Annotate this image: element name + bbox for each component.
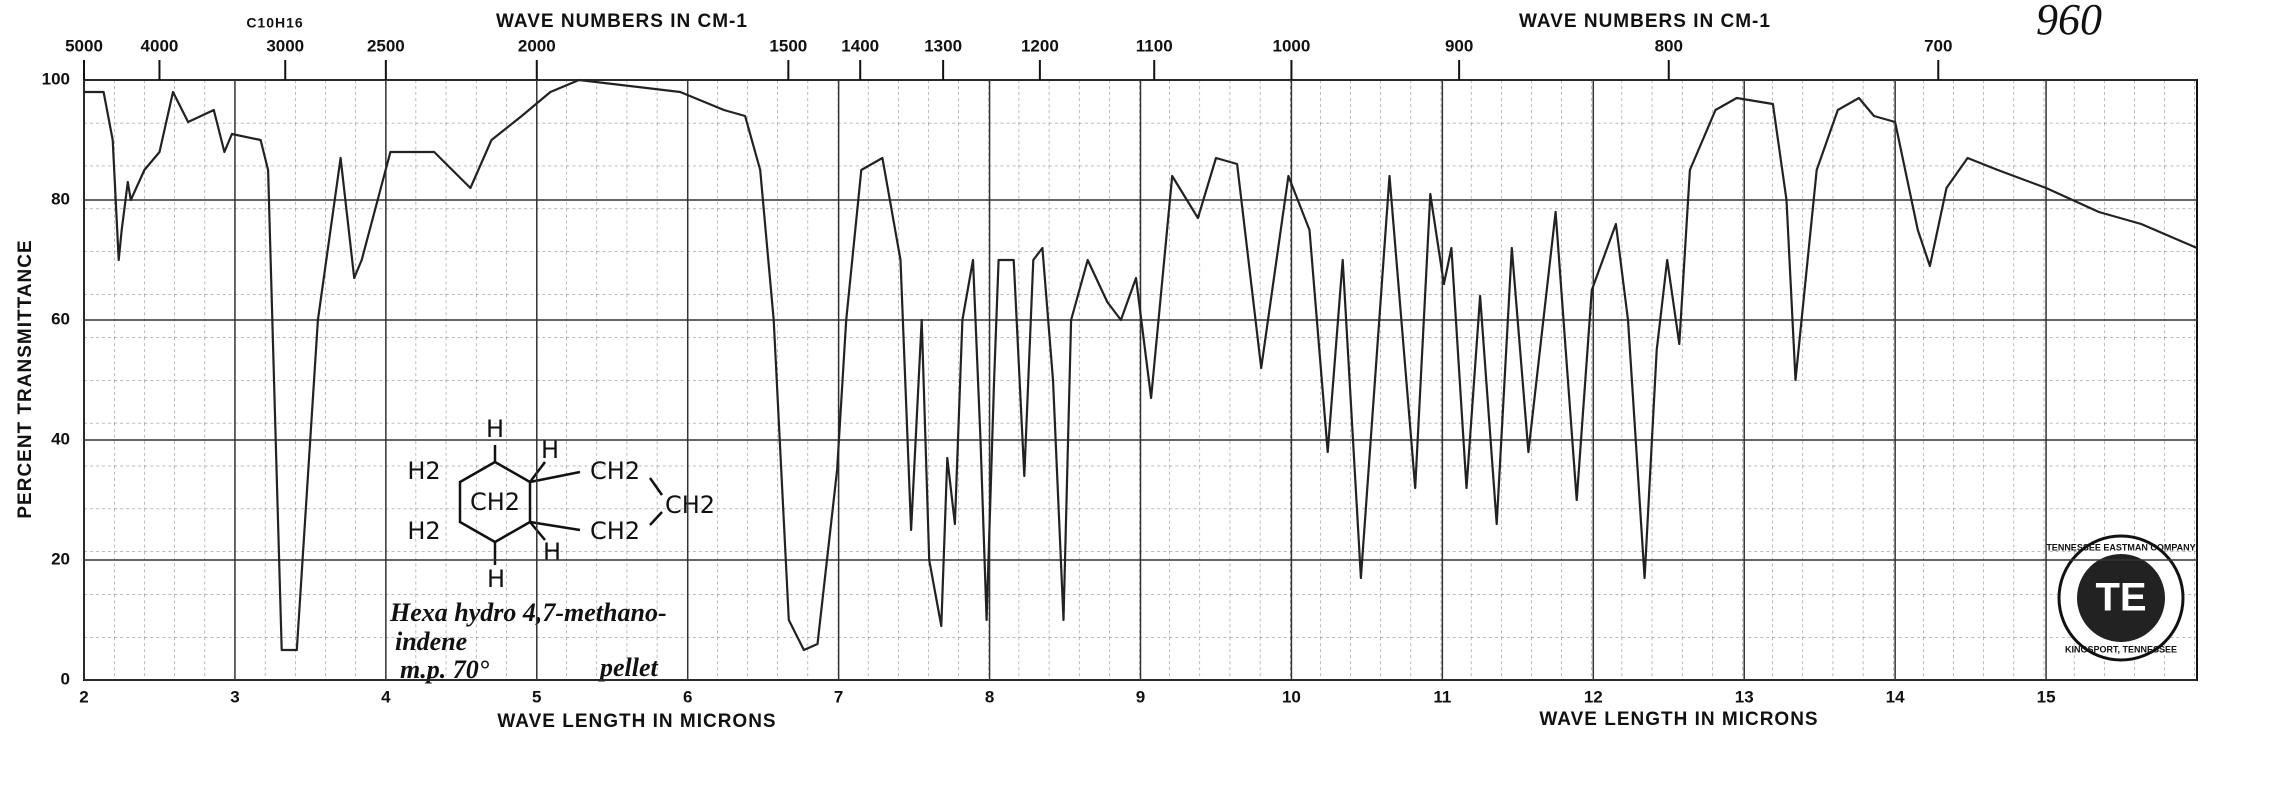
x2-tick-label: 2500 — [367, 36, 405, 55]
seal-text: TENNESSEE EASTMAN COMPANY — [2046, 542, 2195, 552]
y-tick-label: 100 — [42, 69, 70, 88]
x2-tick-label: 4000 — [141, 36, 179, 55]
bond — [529, 520, 581, 532]
x-tick-label: 4 — [381, 687, 391, 706]
x2-tick-label: 1400 — [841, 36, 879, 55]
structure-label: H — [543, 538, 561, 566]
structure-label: CH2 — [470, 488, 520, 516]
structure-label: H2 — [407, 517, 440, 545]
bond — [649, 511, 663, 526]
structure-label: H — [541, 436, 559, 464]
x2-tick-label: 1500 — [769, 36, 807, 55]
structure-label: H — [487, 565, 505, 593]
x2-tick-label: 1200 — [1021, 36, 1059, 55]
x2-tick-label: 1100 — [1136, 36, 1173, 55]
x-tick-label: 10 — [1282, 687, 1301, 706]
sample-prep: pellet — [598, 653, 659, 682]
x-axis-title: WAVE LENGTH IN MICRONS — [1539, 709, 1818, 730]
x2-tick-label: 1300 — [924, 36, 962, 55]
x-tick-label: 14 — [1886, 687, 1905, 706]
structure-label: CH2 — [590, 517, 640, 545]
seal-monogram: TE — [2095, 576, 2146, 620]
x-tick-label: 12 — [1584, 687, 1603, 706]
structure-label: CH2 — [665, 491, 715, 519]
top-axis-title: WAVE NUMBERS IN CM-1 — [496, 11, 748, 32]
formula: C10H16 — [246, 15, 303, 31]
structure-label: CH2 — [590, 457, 640, 485]
spectrum-number: 960 — [2036, 0, 2102, 44]
x2-tick-label: 1000 — [1273, 36, 1311, 55]
bond — [648, 477, 664, 496]
structure-label: H — [486, 415, 504, 443]
x-tick-label: 2 — [79, 687, 88, 706]
structure-label: H2 — [407, 457, 440, 485]
x-tick-label: 5 — [532, 687, 541, 706]
x-tick-label: 13 — [1735, 687, 1754, 706]
y-tick-label: 80 — [51, 189, 70, 208]
y-tick-label: 20 — [51, 549, 70, 568]
x-tick-label: 6 — [683, 687, 692, 706]
y-tick-label: 40 — [51, 429, 70, 448]
x2-tick-label: 800 — [1655, 36, 1683, 55]
y-tick-label: 0 — [61, 669, 70, 688]
x2-tick-label: 700 — [1924, 36, 1952, 55]
x2-tick-label: 3000 — [266, 36, 304, 55]
x-tick-label: 8 — [985, 687, 994, 706]
x-tick-label: 9 — [1136, 687, 1145, 706]
top-axis-title: WAVE NUMBERS IN CM-1 — [1519, 11, 1771, 32]
x-tick-label: 15 — [2037, 687, 2056, 706]
seal-text: KINGSPORT, TENNESSEE — [2065, 644, 2177, 654]
seal-core — [2077, 554, 2165, 642]
x-tick-label: 3 — [230, 687, 239, 706]
y-axis-title: PERCENT TRANSMITTANCE — [15, 239, 36, 518]
bond — [529, 470, 581, 484]
compound-name: indene — [395, 627, 467, 656]
x2-tick-label: 5000 — [65, 36, 103, 55]
melting-point: m.p. 70° — [400, 655, 490, 684]
x2-tick-label: 900 — [1445, 36, 1473, 55]
x-tick-label: 7 — [834, 687, 843, 706]
x2-tick-label: 2000 — [518, 36, 556, 55]
y-tick-label: 60 — [51, 309, 70, 328]
seal: TENNESSEE EASTMAN COMPANY KINGSPORT, TEN… — [2046, 534, 2196, 662]
spectrum-line — [84, 78, 2198, 652]
x-tick-label: 11 — [1433, 687, 1451, 706]
x-axis-title: WAVE LENGTH IN MICRONS — [497, 711, 776, 732]
compound-name: Hexa hydro 4,7-methano- — [389, 598, 667, 627]
